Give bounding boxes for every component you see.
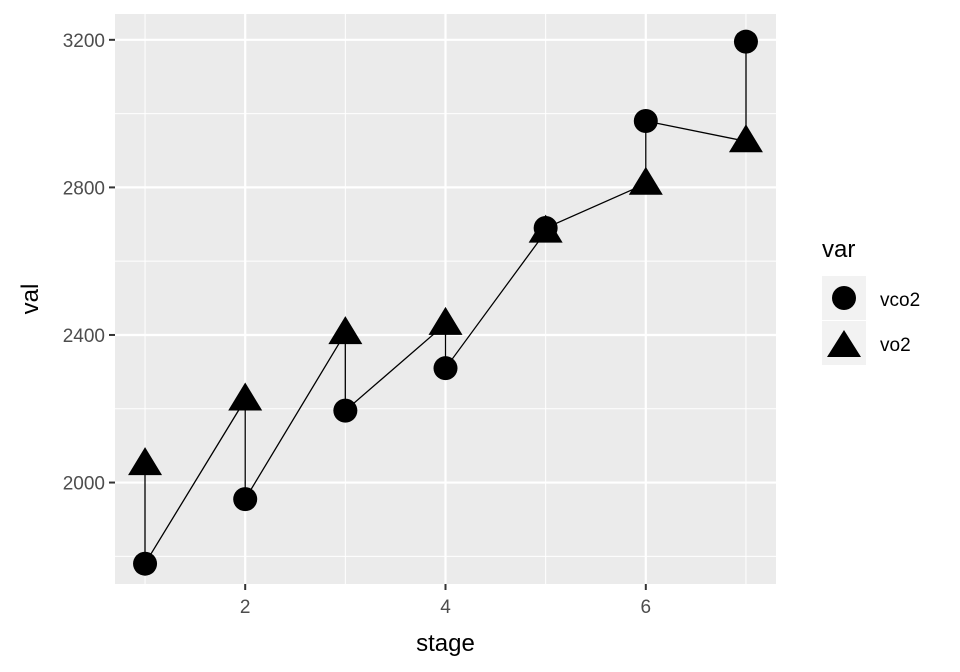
point-vo2 [528, 214, 563, 243]
point-vco2 [233, 487, 258, 512]
point-vo2 [128, 447, 163, 476]
axis-ticks [109, 38, 647, 590]
legend-label-vco2: vco2 [880, 290, 920, 311]
legend-key-vco2-circle [832, 286, 856, 310]
data-points [128, 29, 763, 576]
legend: var vco2 vo2 [822, 236, 920, 365]
x-axis-title: stage [416, 630, 475, 657]
x-tick-label: 2 [240, 597, 251, 618]
x-tick-label: 6 [641, 597, 652, 618]
legend-key-vo2-triangle [827, 330, 861, 357]
tick-labels: 2 4 6 2000 2400 2800 3200 [63, 31, 651, 618]
y-axis-title: val [17, 284, 44, 315]
point-vco2 [733, 29, 758, 54]
point-vco2 [133, 551, 158, 576]
point-vco2 [633, 108, 658, 133]
y-tick-label: 2400 [63, 326, 105, 347]
y-tick-label: 3200 [63, 31, 105, 52]
y-tick-label: 2800 [63, 178, 105, 199]
y-tick-label: 2000 [63, 474, 105, 495]
point-vo2 [328, 316, 363, 345]
point-vo2 [228, 382, 263, 411]
point-vco2 [333, 398, 358, 423]
legend-title: var [822, 236, 855, 263]
point-vco2 [433, 356, 458, 381]
legend-label-vo2: vo2 [880, 335, 911, 356]
x-tick-label: 4 [440, 597, 451, 618]
point-vo2 [628, 166, 663, 195]
point-vo2 [428, 306, 463, 335]
point-vo2 [728, 124, 763, 153]
